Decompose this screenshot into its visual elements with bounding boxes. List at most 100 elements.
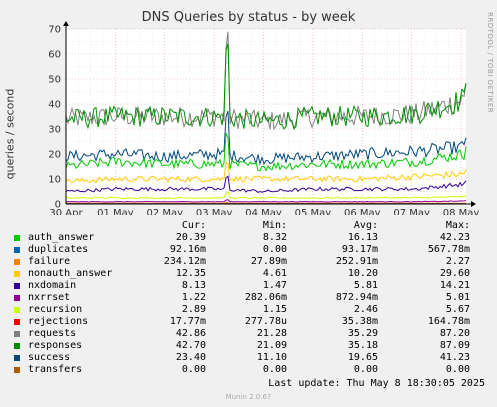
series-line-recursion xyxy=(65,191,467,200)
legend-series-name: requests xyxy=(28,328,77,339)
legend-value-cur: 8.13 xyxy=(181,280,206,291)
legend-value-cur: 23.40 xyxy=(175,352,206,363)
y-tick-label: 40 xyxy=(48,100,61,111)
legend-row-rejections: rejections 17.77m 277.78u 35.38m 164.78m xyxy=(0,316,497,328)
legend-value-avg: 35.18 xyxy=(347,340,378,351)
y-tick-label: 10 xyxy=(48,175,61,186)
legend-value-min: 27.89m xyxy=(250,256,287,267)
legend-series-name: auth_answer xyxy=(28,232,95,243)
legend-value-min: 4.61 xyxy=(262,268,287,279)
legend-swatch xyxy=(14,355,20,361)
legend-header-avg: Avg: xyxy=(353,220,378,231)
legend-row-nxrrset: nxrrset 1.22 282.06m 872.94m 5.01 xyxy=(0,292,497,304)
legend-series-name: success xyxy=(28,352,71,363)
x-tick-label: 06 May xyxy=(344,208,381,215)
y-axis-arrow xyxy=(63,21,69,26)
legend-value-max: 87.20 xyxy=(439,328,470,339)
legend-series-name: rejections xyxy=(28,316,89,327)
legend-value-max: 29.60 xyxy=(439,268,470,279)
legend-header-cur: Cur: xyxy=(181,220,206,231)
legend-value-avg: 252.91m xyxy=(335,256,378,267)
legend-value-min: 21.09 xyxy=(256,340,287,351)
legend-swatch xyxy=(14,259,20,265)
legend-value-max: 164.78m xyxy=(427,316,470,327)
legend-series-name: duplicates xyxy=(28,244,89,255)
legend-value-avg: 872.94m xyxy=(335,292,378,303)
x-tick-label: 01 May xyxy=(97,208,134,215)
legend-value-cur: 0.00 xyxy=(181,364,206,375)
legend-series-name: responses xyxy=(28,340,83,351)
legend-series-name: transfers xyxy=(28,364,83,375)
legend-value-max: 14.21 xyxy=(439,280,470,291)
legend-value-min: 282.06m xyxy=(244,292,287,303)
legend-value-max: 41.23 xyxy=(439,352,470,363)
legend-value-cur: 1.22 xyxy=(181,292,206,303)
legend-swatch xyxy=(14,295,20,301)
y-tick-label: 30 xyxy=(48,125,61,136)
legend-value-min: 1.47 xyxy=(262,280,287,291)
legend-value-cur: 92.16m xyxy=(169,244,206,255)
legend-value-min: 11.10 xyxy=(256,352,287,363)
series-line-nxdomain xyxy=(65,175,467,193)
legend-value-avg: 2.46 xyxy=(353,304,378,315)
series-line-auth_answer xyxy=(65,133,467,172)
series-line-nxrrset xyxy=(65,199,467,203)
y-tick-label: 50 xyxy=(48,75,61,86)
legend-row-failure: failure 234.12m 27.89m 252.91m 2.27 xyxy=(0,256,497,268)
tick-labels: 0 10 20 30 40 50 60 70 30 Apr 01 May 02 May 03 May 0… xyxy=(48,25,479,216)
legend-row-success: success 23.40 11.10 19.65 41.23 xyxy=(0,352,497,364)
last-update: Last update: Thu May 8 18:30:05 2025 xyxy=(268,378,485,389)
legend-swatch xyxy=(14,271,20,277)
y-tick-label: 20 xyxy=(48,150,61,161)
legend-swatch xyxy=(14,307,20,313)
legend-value-max: 42.23 xyxy=(439,232,470,243)
x-tick-label: 05 May xyxy=(295,208,332,215)
chart-canvas: 0 10 20 30 40 50 60 70 30 Apr 01 May 02 May 03 May 0… xyxy=(48,21,479,216)
legend-value-avg: 35.29 xyxy=(347,328,378,339)
legend-value-avg: 10.20 xyxy=(347,268,378,279)
legend-swatch xyxy=(14,319,20,325)
legend-value-avg: 5.81 xyxy=(353,280,378,291)
legend-series-name: nonauth_answer xyxy=(28,268,113,279)
legend-value-cur: 42.70 xyxy=(175,340,206,351)
legend-value-max: 5.67 xyxy=(445,304,470,315)
legend-value-max: 87.09 xyxy=(439,340,470,351)
legend-series-name: recursion xyxy=(28,304,83,315)
x-tick-label: 08 May xyxy=(443,208,480,215)
x-tick-label: 02 May xyxy=(146,208,183,215)
x-tick-label: 30 Apr xyxy=(49,208,83,215)
series-line-responses xyxy=(65,43,467,130)
legend-row-transfers: transfers 0.00 0.00 0.00 0.00 xyxy=(0,364,497,376)
legend-row-requests: requests 42.86 21.28 35.29 87.20 xyxy=(0,328,497,340)
legend-value-cur: 17.77m xyxy=(169,316,206,327)
legend-swatch xyxy=(14,343,20,349)
y-tick-label: 0 xyxy=(55,200,61,211)
chart-title: DNS Queries by status - by week xyxy=(141,10,356,25)
legend-value-cur: 20.39 xyxy=(175,232,206,243)
legend-value-min: 0.00 xyxy=(262,244,287,255)
legend-value-min: 8.32 xyxy=(262,232,287,243)
legend-swatch xyxy=(14,367,20,373)
legend-swatch xyxy=(14,247,20,253)
legend-row-nonauth_answer: nonauth_answer 12.35 4.61 10.20 29.60 xyxy=(0,268,497,280)
legend-value-max: 5.01 xyxy=(445,292,470,303)
x-tick-label: 07 May xyxy=(393,208,430,215)
legend-row-responses: responses 42.70 21.09 35.18 87.09 xyxy=(0,340,497,352)
legend-row-auth_answer: auth_answer 20.39 8.32 16.13 42.23 xyxy=(0,232,497,244)
y-tick-label: 60 xyxy=(48,50,61,61)
legend-series-name: nxrrset xyxy=(28,292,71,303)
legend-row-nxdomain: nxdomain 8.13 1.47 5.81 14.21 xyxy=(0,280,497,292)
y-tick-label: 70 xyxy=(48,25,61,36)
legend-value-min: 0.00 xyxy=(262,364,287,375)
legend-value-avg: 0.00 xyxy=(353,364,378,375)
legend-value-avg: 16.13 xyxy=(347,232,378,243)
legend-value-avg: 19.65 xyxy=(347,352,378,363)
legend-value-min: 277.78u xyxy=(244,316,287,327)
legend-header: Cur: Min: Avg: Max: xyxy=(0,220,497,232)
series-line-nonauth_answer xyxy=(65,161,467,184)
legend-value-min: 1.15 xyxy=(262,304,287,315)
legend-value-avg: 93.17m xyxy=(341,244,378,255)
x-tick-label: 04 May xyxy=(245,208,282,215)
legend-value-avg: 35.38m xyxy=(341,316,378,327)
legend-value-cur: 2.89 xyxy=(181,304,206,315)
